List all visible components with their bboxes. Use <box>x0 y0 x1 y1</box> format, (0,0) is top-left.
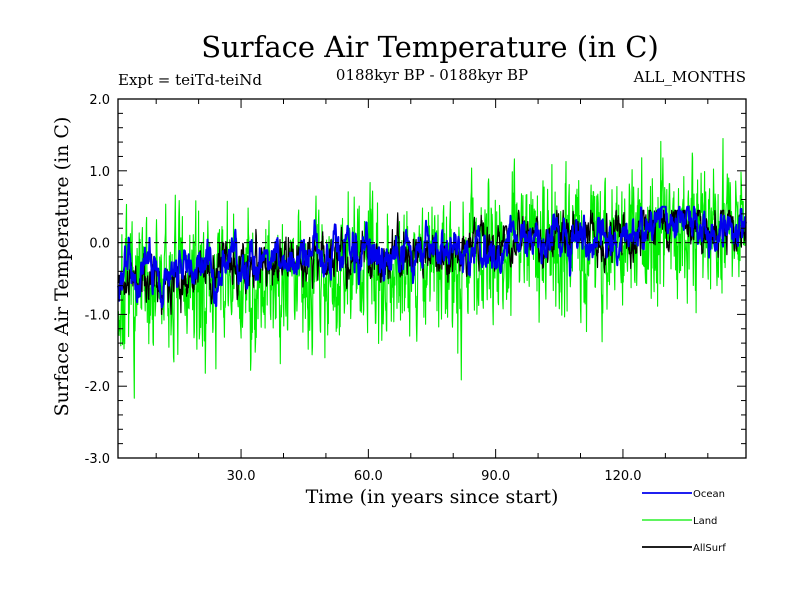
series-line-ocean <box>117 205 747 309</box>
x-tick-label: 30.0 <box>227 469 256 484</box>
y-tick-label: 0.0 <box>89 237 110 252</box>
y-axis-label: Surface Air Temperature (in C) <box>51 117 73 417</box>
x-tick-label: 60.0 <box>354 469 383 484</box>
tick-layer: 30.0 60.0 90.0 120.0 -3.0 -2.0 -1.0 0.0 1.0 2.0 <box>85 93 746 484</box>
x-tick-label: 120.0 <box>604 469 641 484</box>
legend-label-land: Land <box>693 516 717 527</box>
y-tick-label: 1.0 <box>89 165 110 180</box>
x-axis-label: Time (in years since start) <box>306 486 559 508</box>
chart-title: Surface Air Temperature (in C) <box>201 30 659 64</box>
legend: Ocean Land AllSurf <box>642 489 726 554</box>
y-tick-label: -1.0 <box>85 308 110 323</box>
plot-frame <box>117 98 747 459</box>
months-label: ALL_MONTHS <box>633 68 746 86</box>
y-tick-label: -3.0 <box>85 452 110 467</box>
period-label: 0188kyr BP - 0188kyr BP <box>336 66 528 84</box>
y-tick-label: 2.0 <box>89 93 110 108</box>
legend-label-ocean: Ocean <box>693 489 725 500</box>
x-tick-label: 90.0 <box>481 469 510 484</box>
legend-label-allsurf: AllSurf <box>693 543 726 554</box>
series-layer <box>117 137 747 399</box>
experiment-label: Expt = teiTd-teiNd <box>118 71 262 89</box>
y-tick-label: -2.0 <box>85 380 110 395</box>
